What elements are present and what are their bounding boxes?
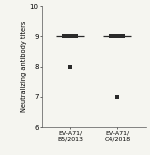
Y-axis label: Neutralizing antibody titers: Neutralizing antibody titers — [21, 21, 27, 112]
